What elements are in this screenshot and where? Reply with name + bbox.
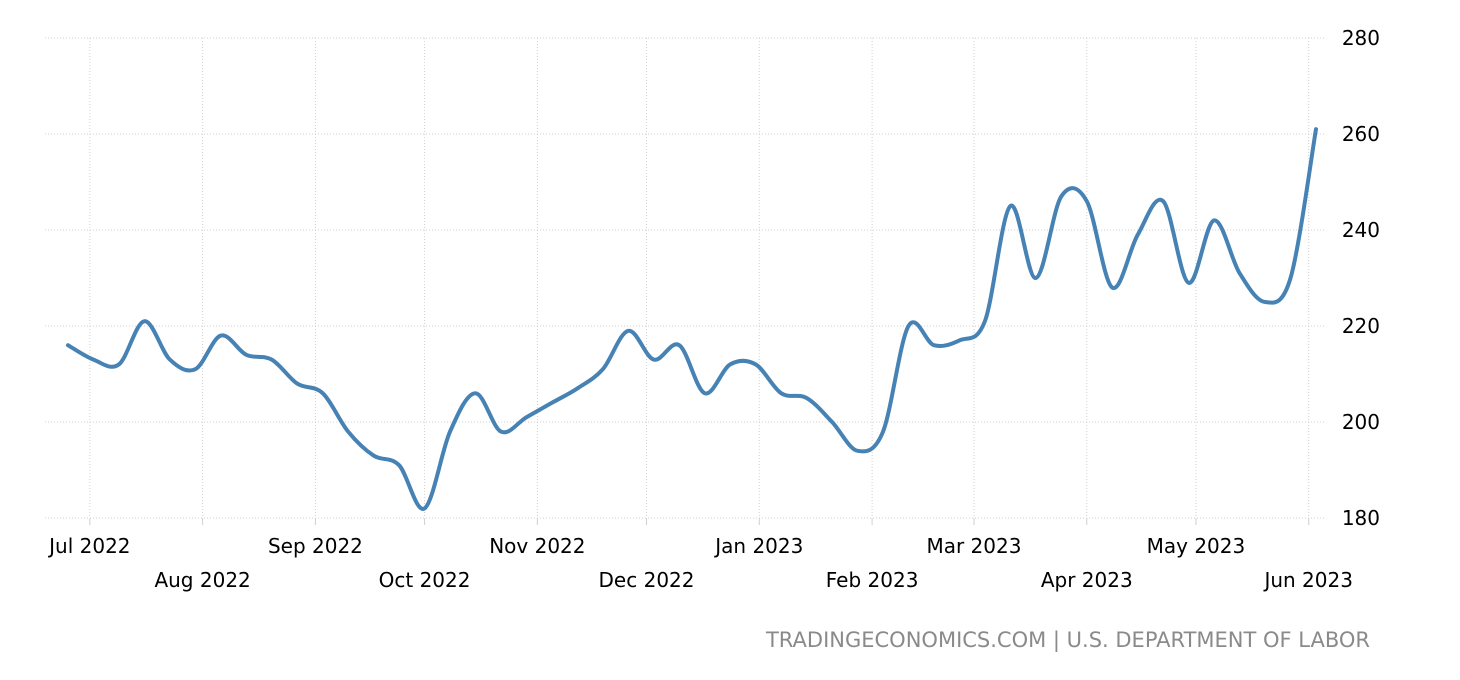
- y-tick-label: 280: [1342, 26, 1380, 50]
- x-tick-label: Apr 2023: [1041, 568, 1133, 592]
- x-axis-ticks: [89, 518, 1310, 525]
- x-tick-label: Nov 2022: [489, 534, 585, 558]
- x-tick-label: Jan 2023: [713, 534, 803, 558]
- gridlines: [45, 37, 1325, 519]
- x-tick-label: Jul 2022: [47, 534, 130, 558]
- y-tick-label: 260: [1342, 122, 1380, 146]
- series-line: [66, 127, 1318, 511]
- source-attribution: TRADINGECONOMICS.COM | U.S. DEPARTMENT O…: [765, 628, 1370, 652]
- x-axis-labels: Jul 2022 Aug 2022 Sep 2022 Oct 2022 Nov 2022…: [47, 534, 1353, 592]
- x-tick-label: Feb 2023: [826, 568, 919, 592]
- x-tick-label: Aug 2022: [154, 568, 250, 592]
- x-tick-label: Dec 2022: [599, 568, 695, 592]
- y-tick-label: 180: [1342, 506, 1380, 530]
- x-tick-label: Mar 2023: [926, 534, 1021, 558]
- y-tick-label: 200: [1342, 410, 1380, 434]
- y-tick-label: 220: [1342, 314, 1380, 338]
- series-layer: [66, 127, 1318, 511]
- x-tick-label: Jun 2023: [1262, 568, 1353, 592]
- x-tick-label: Oct 2022: [379, 568, 471, 592]
- y-tick-label: 240: [1342, 218, 1380, 242]
- y-axis-labels: 180 200 220 240 260 280: [1342, 26, 1380, 530]
- x-tick-label: Sep 2022: [268, 534, 363, 558]
- x-tick-label: May 2023: [1147, 534, 1246, 558]
